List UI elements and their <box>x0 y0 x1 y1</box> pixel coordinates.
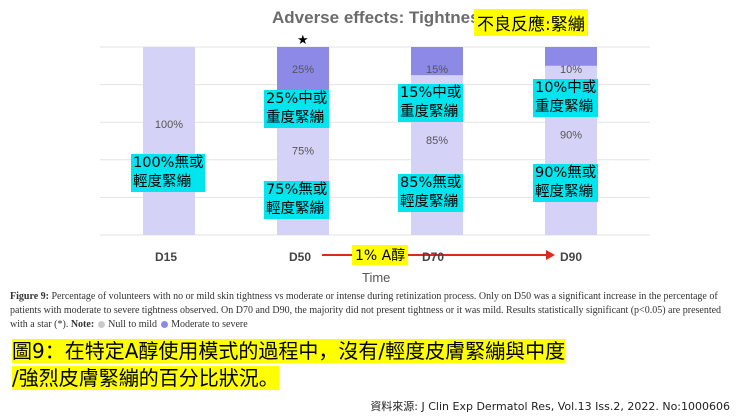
data-label-d50-null-to-mild: 75% <box>292 146 314 158</box>
chinese-title: 不良反應:緊繃 <box>474 9 588 36</box>
x-axis-label: Time <box>362 270 391 285</box>
data-label-d15-null-to-mild: 100% <box>155 119 183 131</box>
bar-d50-moderate-to-severe <box>277 47 329 94</box>
annotation-d50-low: 75%無或 輕度緊繃 <box>264 181 330 219</box>
x-tick-d70: D70 <box>422 250 445 264</box>
annotation-d70-high: 15%中或 重度緊繃 <box>398 84 464 122</box>
data-label-d70-moderate-to-severe: 15% <box>426 64 448 76</box>
annotation-d90-high: 10%中或 重度緊繃 <box>533 79 599 117</box>
significance-star: ★ <box>297 33 309 48</box>
annotation-d90-low: 90%無或 輕度緊繃 <box>533 164 599 202</box>
arrow-label: 1% A醇 <box>352 245 409 265</box>
data-label-d50-moderate-to-severe: 25% <box>292 64 314 76</box>
source-citation: 資料來源: J Clin Exp Dermatol Res, Vol.13 Is… <box>370 400 730 413</box>
data-label-d90-moderate-to-severe: 10% <box>560 64 582 76</box>
bar-d70-moderate-to-severe <box>411 47 463 76</box>
legend-moderate-label: Moderate to severe <box>171 319 248 330</box>
data-label-d70-null-to-mild: 85% <box>426 135 448 147</box>
legend-null-swatch <box>97 321 105 329</box>
data-label-d90-null-to-mild: 90% <box>560 130 582 142</box>
bar-d90-moderate-to-severe <box>545 47 597 66</box>
legend-moderate-swatch <box>160 321 168 329</box>
annotation-d70-low: 85%無或 輕度緊繃 <box>398 174 464 212</box>
red-arrow-head <box>546 250 555 260</box>
x-tick-d15: D15 <box>155 250 178 264</box>
chinese-summary: 圖9：在特定A醇使用模式的過程中，沒有/輕度皮膚緊繃與中度/強烈皮膚緊繃的百分比… <box>12 339 566 390</box>
x-tick-d50: D50 <box>289 250 312 264</box>
annotation-d50-high: 25%中或 重度緊繃 <box>264 90 330 128</box>
x-tick-d90: D90 <box>560 250 583 264</box>
annotation-d15-low: 100%無或 輕度緊繃 <box>131 154 206 192</box>
chart-title: Adverse effects: Tightness <box>272 8 489 27</box>
bar-d15-null-to-mild <box>143 47 195 235</box>
legend-null-label: Null to mild <box>108 319 158 330</box>
figure-caption: Figure 9: Percentage of volunteers with … <box>10 291 722 330</box>
